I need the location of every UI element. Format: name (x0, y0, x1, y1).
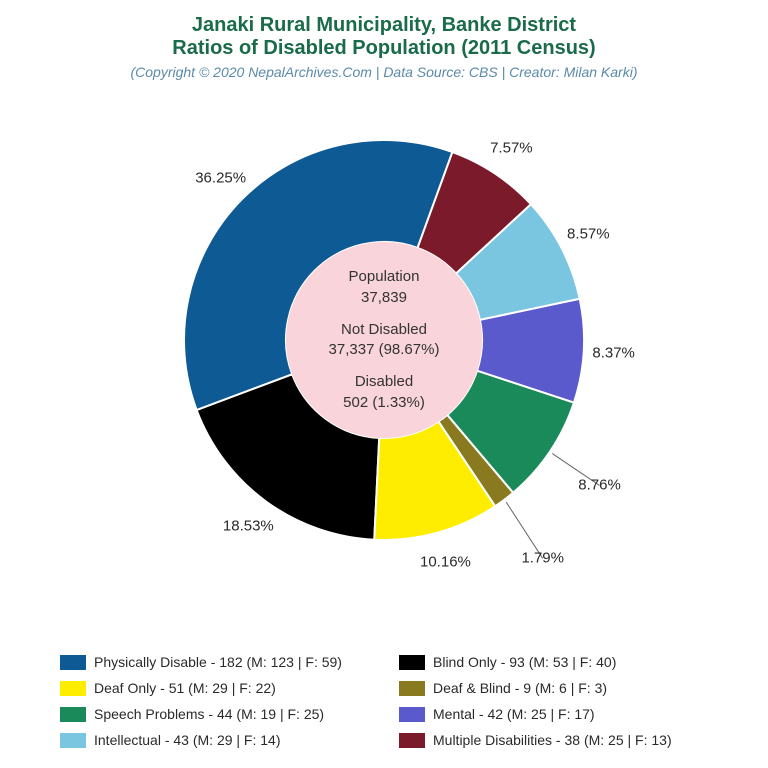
legend-item-3: Deaf & Blind - 9 (M: 6 | F: 3) (399, 680, 708, 696)
legend-item-0: Physically Disable - 182 (M: 123 | F: 59… (60, 654, 369, 670)
center-label-2: Disabled (343, 372, 425, 392)
legend-swatch-3 (399, 681, 425, 696)
legend-label-4: Speech Problems - 44 (M: 19 | F: 25) (94, 706, 324, 722)
center-value-1: 37,337 (98.67%) (329, 340, 440, 360)
legend-swatch-2 (60, 681, 86, 696)
legend-swatch-1 (399, 655, 425, 670)
slice-label-6: 8.57% (567, 226, 610, 243)
center-group-2: Disabled502 (1.33%) (343, 372, 425, 413)
legend-label-6: Intellectual - 43 (M: 29 | F: 14) (94, 732, 281, 748)
legend-item-1: Blind Only - 93 (M: 53 | F: 40) (399, 654, 708, 670)
legend-item-6: Intellectual - 43 (M: 29 | F: 14) (60, 732, 369, 748)
title-line-2: Ratios of Disabled Population (2011 Cens… (0, 37, 768, 60)
legend-item-7: Multiple Disabilities - 38 (M: 25 | F: 1… (399, 732, 708, 748)
legend-swatch-7 (399, 733, 425, 748)
legend-item-2: Deaf Only - 51 (M: 29 | F: 22) (60, 680, 369, 696)
center-group-1: Not Disabled37,337 (98.67%) (329, 320, 440, 361)
legend-swatch-6 (60, 733, 86, 748)
legend-item-5: Mental - 42 (M: 25 | F: 17) (399, 706, 708, 722)
center-label-0: Population (349, 267, 420, 287)
legend-label-2: Deaf Only - 51 (M: 29 | F: 22) (94, 680, 276, 696)
legend-swatch-0 (60, 655, 86, 670)
legend-label-3: Deaf & Blind - 9 (M: 6 | F: 3) (433, 680, 607, 696)
legend-label-7: Multiple Disabilities - 38 (M: 25 | F: 1… (433, 732, 672, 748)
slice-label-5: 8.37% (592, 344, 635, 361)
legend-label-0: Physically Disable - 182 (M: 123 | F: 59… (94, 654, 342, 670)
title-line-1: Janaki Rural Municipality, Banke Distric… (0, 14, 768, 37)
legend-swatch-4 (60, 707, 86, 722)
slice-label-4: 8.76% (578, 477, 621, 494)
donut-chart: Population37,839 Not Disabled37,337 (98.6… (104, 60, 664, 620)
center-label-1: Not Disabled (329, 320, 440, 340)
slice-label-0: 36.25% (195, 170, 246, 187)
legend-label-5: Mental - 42 (M: 25 | F: 17) (433, 706, 595, 722)
legend-swatch-5 (399, 707, 425, 722)
center-value-0: 37,839 (349, 288, 420, 308)
legend-label-1: Blind Only - 93 (M: 53 | F: 40) (433, 654, 616, 670)
slice-label-2: 10.16% (420, 553, 471, 570)
slice-label-7: 7.57% (490, 140, 533, 157)
center-group-0: Population37,839 (349, 267, 420, 308)
legend: Physically Disable - 182 (M: 123 | F: 59… (60, 654, 708, 748)
slice-label-1: 18.53% (223, 517, 274, 534)
center-value-2: 502 (1.33%) (343, 393, 425, 413)
legend-item-4: Speech Problems - 44 (M: 19 | F: 25) (60, 706, 369, 722)
slice-label-3: 1.79% (521, 550, 564, 567)
donut-center: Population37,839 Not Disabled37,337 (98.6… (286, 242, 482, 438)
